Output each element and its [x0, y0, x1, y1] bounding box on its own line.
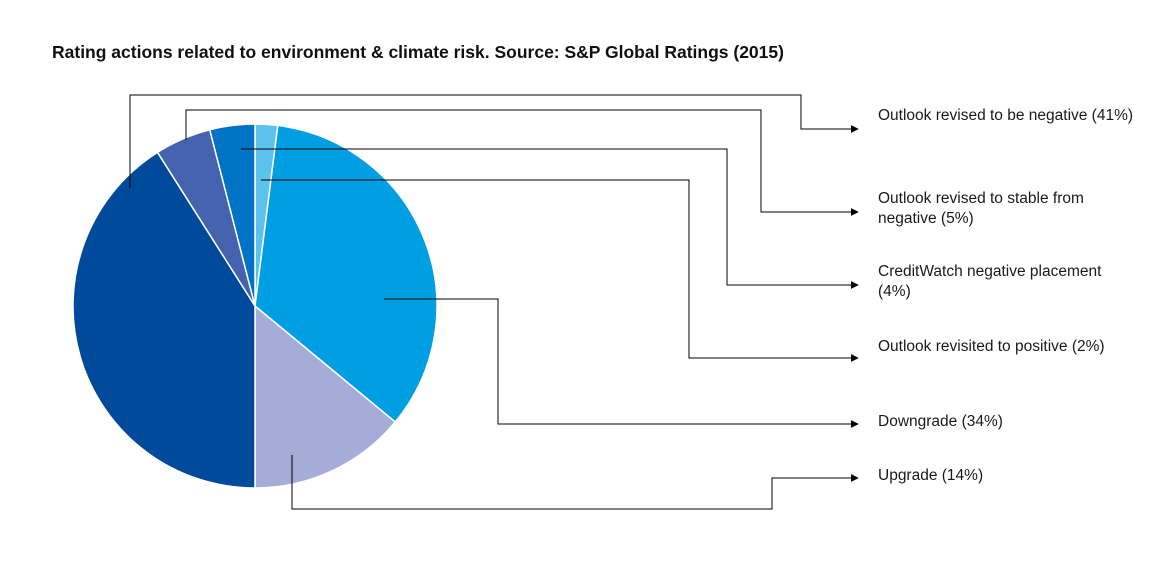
pie-slice-creditwatch-negative — [208, 123, 256, 307]
leader-line-outlook-negative — [129, 94, 859, 188]
chart-title: Rating actions related to environment & … — [52, 42, 784, 62]
leader-line-downgrade — [384, 298, 859, 428]
legend-label-outlook-positive: Outlook revisited to positive (2%) — [878, 338, 1105, 355]
pie-slice-outlook-negative — [72, 151, 256, 489]
legend-label-creditwatch-negative: CreditWatch negative placement (4%) — [878, 263, 1102, 300]
legend-label-downgrade: Downgrade (34%) — [878, 413, 1003, 430]
legend-label-upgrade: Upgrade (14%) — [878, 467, 984, 484]
pie-slice-upgrade — [254, 305, 396, 489]
legend-label-outlook-negative: Outlook revised to be negative (41%) — [878, 107, 1134, 124]
legend-label-outlook-stable: Outlook revised to stable from negative … — [878, 190, 1084, 227]
pie-slice-downgrade — [254, 124, 438, 423]
leader-line-outlook-stable — [185, 109, 859, 216]
leader-line-upgrade — [291, 455, 859, 510]
leader-line-creditwatch-negative — [241, 148, 859, 289]
leader-line-outlook-positive — [261, 179, 859, 362]
